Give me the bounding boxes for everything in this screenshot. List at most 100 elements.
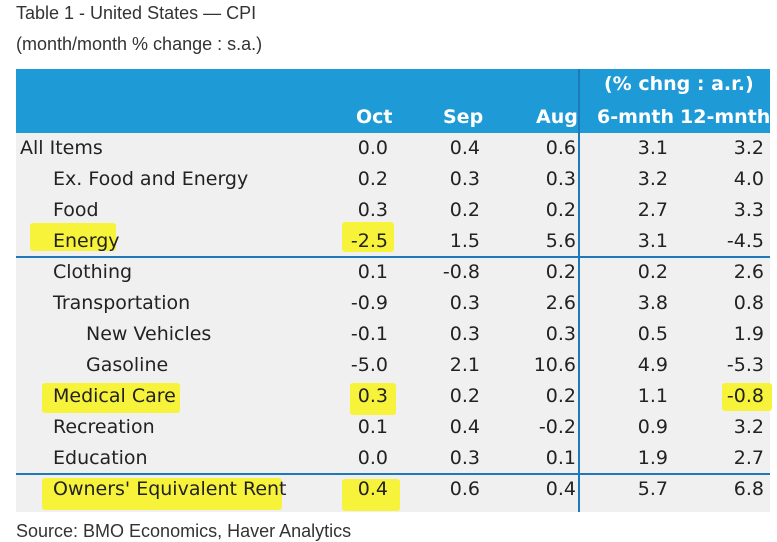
value-sep: -0.8	[442, 261, 480, 283]
value-aug: 10.6	[533, 354, 576, 376]
row-label: Medical Care	[53, 385, 176, 407]
highlighter-mark	[722, 383, 772, 411]
value-sep: 0.2	[449, 199, 480, 221]
row-label: Owners' Equivalent Rent	[53, 478, 287, 500]
row-label: Clothing	[53, 261, 133, 283]
value-m6: 3.2	[637, 168, 668, 190]
value-m12: 4.0	[733, 168, 764, 190]
value-oct: -5.0	[350, 354, 388, 376]
value-oct: 0.2	[357, 168, 388, 190]
value-oct: 0.1	[357, 416, 388, 438]
value-m12: 1.9	[733, 323, 764, 345]
table-row: Clothing 0.1 -0.8 0.2 0.2 2.6	[16, 257, 770, 288]
row-label: Energy	[53, 230, 120, 252]
value-oct: -0.1	[350, 323, 388, 345]
table-row: Energy -2.5 1.5 5.6 3.1 -4.5	[16, 226, 770, 257]
row-label: New Vehicles	[86, 323, 212, 345]
value-m6: 1.9	[637, 447, 668, 469]
header-col-aug: Aug	[536, 106, 578, 128]
value-aug: 0.6	[545, 137, 576, 159]
row-label: Food	[53, 199, 99, 221]
value-m12: 2.7	[733, 447, 764, 469]
value-aug: 2.6	[545, 292, 576, 314]
value-oct: 0.3	[357, 385, 388, 407]
table-row: Recreation 0.1 0.4 -0.2 0.9 3.2	[16, 412, 770, 443]
table-row: All Items 0.0 0.4 0.6 3.1 3.2	[16, 133, 770, 164]
value-aug: 0.2	[545, 199, 576, 221]
row-label: Gasoline	[86, 354, 169, 376]
row-label: Ex. Food and Energy	[53, 168, 249, 190]
value-sep: 0.3	[449, 168, 480, 190]
table-row: Transportation -0.9 0.3 2.6 3.8 0.8	[16, 288, 770, 319]
value-sep: 0.4	[449, 137, 480, 159]
value-aug: 0.4	[545, 478, 576, 500]
cpi-table: (% chng : a.r.) Oct Sep Aug 6-mnth 12-mn…	[16, 69, 772, 512]
value-sep: 0.3	[449, 447, 480, 469]
value-m6: 3.1	[637, 230, 668, 252]
value-m12: 3.2	[733, 416, 764, 438]
row-label: Transportation	[53, 292, 191, 314]
row-label: All Items	[20, 137, 103, 159]
highlighter-mark	[42, 383, 180, 413]
value-oct: 0.0	[357, 447, 388, 469]
value-m12: -0.8	[726, 385, 764, 407]
table-row: Medical Care 0.3 0.2 0.2 1.1 -0.8	[16, 381, 770, 412]
value-m6: 2.7	[637, 199, 668, 221]
column-divider	[578, 69, 580, 512]
value-m6: 0.9	[637, 416, 668, 438]
table-header: (% chng : a.r.) Oct Sep Aug 6-mnth 12-mn…	[16, 69, 770, 133]
header-col-6mnth: 6-mnth	[597, 106, 675, 128]
highlighter-mark	[342, 222, 394, 252]
value-m6: 4.9	[637, 354, 668, 376]
row-label: Education	[53, 447, 148, 469]
header-col-oct: Oct	[356, 106, 393, 128]
row-separator	[16, 473, 770, 475]
value-m12: 0.8	[733, 292, 764, 314]
value-aug: 0.2	[545, 385, 576, 407]
value-m6: 3.8	[637, 292, 668, 314]
table-row: Owners' Equivalent Rent 0.4 0.6 0.4 5.7 6.8	[16, 474, 770, 505]
header-col-sep: Sep	[443, 106, 484, 128]
header-col-12mnth: 12-mnth	[680, 106, 771, 128]
row-separator	[16, 256, 770, 258]
table-row: Education 0.0 0.3 0.1 1.9 2.7	[16, 443, 770, 474]
table-row: New Vehicles -0.1 0.3 0.3 0.5 1.9	[16, 319, 770, 350]
value-oct: 0.4	[357, 478, 388, 500]
highlighter-mark	[342, 479, 400, 511]
value-m12: -5.3	[726, 354, 764, 376]
value-aug: 0.1	[545, 447, 576, 469]
value-aug: 5.6	[545, 230, 576, 252]
header-group-label: (% chng : a.r.)	[604, 73, 754, 95]
value-m6: 0.5	[637, 323, 668, 345]
value-m12: 3.3	[733, 199, 764, 221]
source-note: Source: BMO Economics, Haver Analytics	[16, 521, 352, 541]
table-subtitle: (month/month % change : s.a.)	[16, 34, 263, 54]
value-m6: 0.2	[637, 261, 668, 283]
value-aug: 0.3	[545, 168, 576, 190]
value-m12: -4.5	[726, 230, 764, 252]
value-sep: 0.4	[449, 416, 480, 438]
value-oct: -0.9	[350, 292, 388, 314]
highlighter-mark	[42, 478, 282, 510]
value-sep: 2.1	[449, 354, 480, 376]
value-aug: 0.2	[545, 261, 576, 283]
value-m12: 6.8	[733, 478, 764, 500]
value-oct: 0.1	[357, 261, 388, 283]
value-oct: 0.3	[357, 199, 388, 221]
table-title: Table 1 - United States — CPI	[16, 3, 257, 23]
table-row: Ex. Food and Energy 0.2 0.3 0.3 3.2 4.0	[16, 164, 770, 195]
value-oct: -2.5	[350, 230, 388, 252]
highlighter-mark	[350, 383, 396, 415]
value-m12: 2.6	[733, 261, 764, 283]
value-sep: 0.2	[449, 385, 480, 407]
value-aug: 0.3	[545, 323, 576, 345]
value-oct: 0.0	[357, 137, 388, 159]
value-aug: -0.2	[538, 416, 576, 438]
value-sep: 0.6	[449, 478, 480, 500]
value-sep: 0.3	[449, 292, 480, 314]
table-row: Food 0.3 0.2 0.2 2.7 3.3	[16, 195, 770, 226]
row-label: Recreation	[53, 416, 155, 438]
table-row: Gasoline -5.0 2.1 10.6 4.9 -5.3	[16, 350, 770, 381]
value-m12: 3.2	[733, 137, 764, 159]
value-m6: 3.1	[637, 137, 668, 159]
